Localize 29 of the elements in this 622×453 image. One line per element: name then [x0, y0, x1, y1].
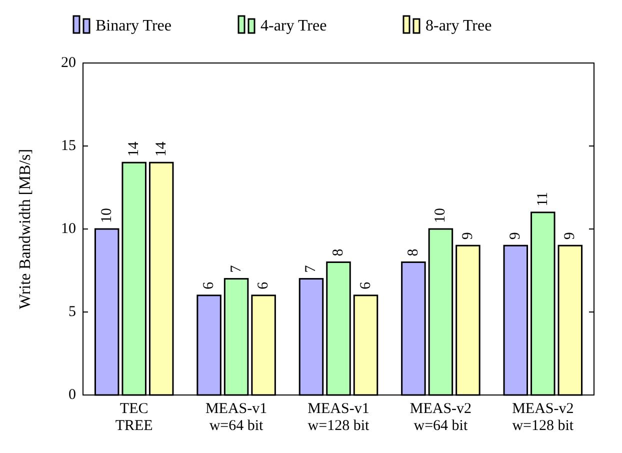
data-label: 6 [201, 281, 218, 290]
y-tick-label: 15 [61, 138, 76, 154]
data-label: 6 [256, 281, 272, 290]
x-tick-label: MEAS-v2 w=128 bit [512, 401, 574, 434]
y-tick-label: 20 [61, 55, 76, 71]
x-tick-label: TEC TREE [115, 401, 153, 434]
data-label: 11 [534, 192, 551, 206]
data-label: 9 [460, 232, 476, 240]
data-label: 9 [508, 232, 524, 240]
data-label: 8 [330, 248, 346, 256]
legend-label: 4-ary Tree [260, 18, 327, 34]
data-label: 7 [228, 264, 244, 273]
data-label: 8 [405, 248, 422, 256]
x-tick-label: MEAS-v1 w=64 bit [205, 401, 268, 434]
x-tick-label: MEAS-v1 w=128 bit [308, 401, 370, 434]
y-tick-label: 10 [61, 221, 76, 237]
data-label: 10 [98, 208, 115, 223]
data-label: 14 [153, 141, 170, 157]
y-tick-label: 0 [68, 387, 76, 403]
x-tick-label: MEAS-v2 w=64 bit [410, 401, 472, 434]
legend-label: Binary Tree [96, 18, 172, 34]
data-label: 9 [562, 232, 578, 240]
data-label: 6 [358, 281, 374, 290]
data-label: 10 [432, 208, 449, 223]
data-label: 7 [303, 264, 320, 273]
legend-label: 8-ary Tree [426, 18, 492, 34]
data-label: 14 [126, 141, 142, 157]
y-axis-title: Write Bandwidth [MB/s] [17, 148, 34, 310]
y-tick-label: 5 [68, 304, 76, 320]
